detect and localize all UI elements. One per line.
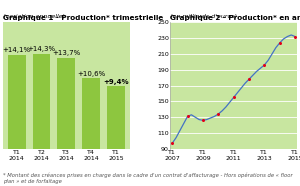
Bar — [107, 86, 125, 149]
Text: (variation annuelle): (variation annuelle) — [3, 14, 65, 19]
Text: Graphique 1 - Production* trimestrielle: Graphique 1 - Production* trimestrielle — [3, 15, 163, 20]
Text: +9,4%: +9,4% — [103, 78, 129, 85]
Text: +14,1%: +14,1% — [3, 47, 31, 53]
Text: (en milliards d'euros): (en milliards d'euros) — [170, 14, 237, 19]
Text: +14,3%: +14,3% — [28, 46, 56, 52]
Text: * Montant des créances prises en charge dans le cadre d'un contrat d'affacturage: * Montant des créances prises en charge … — [3, 173, 292, 184]
Bar — [57, 58, 75, 149]
Bar — [33, 54, 50, 149]
Text: +10,6%: +10,6% — [77, 70, 105, 77]
Text: Graphique 2 - Production* en année mobile: Graphique 2 - Production* en année mobil… — [170, 14, 300, 20]
Bar — [8, 55, 26, 149]
Text: +13,7%: +13,7% — [52, 50, 80, 56]
Bar — [82, 78, 100, 149]
